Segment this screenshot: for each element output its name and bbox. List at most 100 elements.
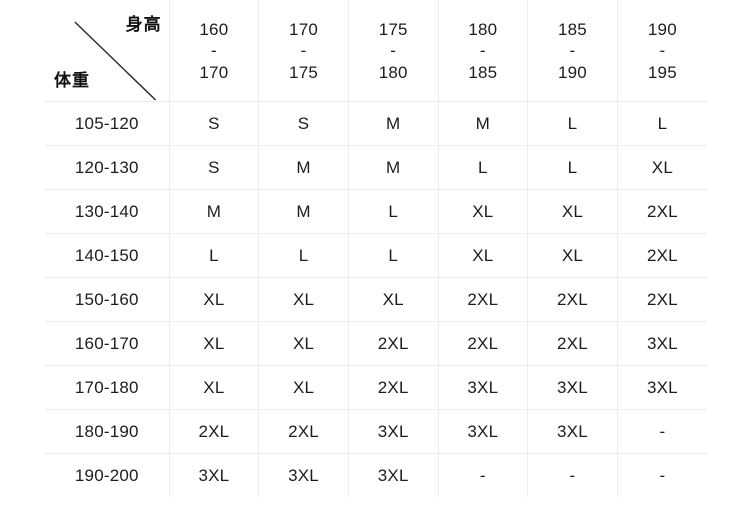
size-cell: XL — [169, 365, 260, 410]
size-cell: XL — [258, 277, 349, 322]
size-cell: XL — [258, 365, 349, 410]
weight-range-label: 160-170 — [45, 321, 170, 366]
table-row: 150-160 XL XL XL 2XL 2XL 2XL — [45, 277, 707, 322]
height-range-header-1: 160 - 170 — [169, 0, 260, 102]
size-cell: L — [258, 233, 349, 278]
table-row: 140-150 L L L XL XL 2XL — [45, 233, 707, 278]
height-range-dash: - — [569, 40, 576, 60]
size-cell: L — [348, 233, 439, 278]
height-range-from: 170 — [289, 19, 319, 39]
size-cell: 3XL — [169, 453, 260, 497]
size-cell: M — [258, 145, 349, 190]
size-chart-header: 身高 体重 160 - 170 170 - 175 — [45, 0, 707, 102]
weight-range-label: 180-190 — [45, 409, 170, 454]
size-cell: 2XL — [348, 321, 439, 366]
size-cell: L — [438, 145, 529, 190]
size-cell: M — [258, 189, 349, 234]
size-cell: M — [348, 145, 439, 190]
weight-range-label: 105-120 — [45, 101, 170, 146]
size-cell: XL — [438, 189, 529, 234]
size-cell: 3XL — [348, 453, 439, 497]
size-cell: 2XL — [348, 365, 439, 410]
table-row: 190-200 3XL 3XL 3XL - - - — [45, 453, 707, 497]
height-axis-label: 身高 — [125, 15, 162, 34]
size-chart-table: 身高 体重 160 - 170 170 - 175 — [45, 0, 707, 497]
height-range-header-2: 170 - 175 — [258, 0, 349, 102]
weight-axis-label: 体重 — [54, 71, 90, 90]
height-range-header-6: 190 - 195 — [617, 0, 707, 102]
header-row: 身高 体重 160 - 170 170 - 175 — [45, 0, 707, 102]
size-cell: 2XL — [438, 321, 529, 366]
height-range-stack: 170 - 175 — [259, 0, 348, 101]
size-cell: 3XL — [527, 365, 618, 410]
weight-range-label: 150-160 — [45, 277, 170, 322]
height-range-header-4: 180 - 185 — [438, 0, 529, 102]
size-cell: 2XL — [527, 321, 618, 366]
size-cell: L — [348, 189, 439, 234]
size-cell: 3XL — [617, 321, 707, 366]
size-cell: - — [617, 409, 707, 454]
height-range-stack: 190 - 195 — [618, 0, 707, 101]
height-range-dash: - — [210, 40, 217, 60]
size-cell: - — [527, 453, 618, 497]
size-cell: 3XL — [348, 409, 439, 454]
size-cell: XL — [617, 145, 707, 190]
height-range-stack: 175 - 180 — [349, 0, 438, 101]
size-cell: M — [169, 189, 260, 234]
table-row: 130-140 M M L XL XL 2XL — [45, 189, 707, 234]
size-cell: XL — [258, 321, 349, 366]
size-cell: 2XL — [617, 277, 707, 322]
size-chart-body: 105-120 S S M M L L 120-130 S M M L L XL… — [45, 101, 707, 497]
height-range-to: 180 — [378, 62, 408, 82]
height-range-stack: 160 - 170 — [170, 0, 259, 101]
height-range-from: 190 — [647, 19, 677, 39]
size-cell: 2XL — [617, 233, 707, 278]
height-range-to: 190 — [557, 62, 587, 82]
height-range-dash: - — [659, 40, 666, 60]
size-cell: M — [438, 101, 529, 146]
height-range-dash: - — [300, 40, 307, 60]
size-cell: M — [348, 101, 439, 146]
size-cell: 2XL — [438, 277, 529, 322]
table-row: 170-180 XL XL 2XL 3XL 3XL 3XL — [45, 365, 707, 410]
size-cell: XL — [527, 233, 618, 278]
weight-range-label: 130-140 — [45, 189, 170, 234]
size-cell: L — [527, 101, 618, 146]
table-row: 120-130 S M M L L XL — [45, 145, 707, 190]
height-range-stack: 180 - 185 — [439, 0, 528, 101]
corner-inner: 身高 体重 — [45, 0, 169, 101]
size-cell: L — [169, 233, 260, 278]
size-cell: - — [659, 465, 666, 485]
size-cell: 2XL — [527, 277, 618, 322]
weight-range-label: 190-200 — [45, 453, 170, 497]
size-cell: 2XL — [169, 409, 260, 454]
height-range-header-3: 175 - 180 — [348, 0, 439, 102]
size-cell: XL — [438, 233, 529, 278]
size-cell: 2XL — [617, 189, 707, 234]
height-range-to: 170 — [199, 62, 229, 82]
size-cell: XL — [348, 277, 439, 322]
size-cell: L — [617, 101, 707, 146]
size-cell: XL — [527, 189, 618, 234]
weight-range-label: 170-180 — [45, 365, 170, 410]
size-cell: 3XL — [527, 409, 618, 454]
size-cell: 3XL — [438, 365, 529, 410]
height-range-dash: - — [479, 40, 486, 60]
height-range-to: 185 — [468, 62, 498, 82]
size-cell: XL — [169, 321, 260, 366]
table-row: 105-120 S S M M L L — [45, 101, 707, 146]
height-range-from: 180 — [468, 19, 498, 39]
table-row: 160-170 XL XL 2XL 2XL 2XL 3XL — [45, 321, 707, 366]
corner-header-cell: 身高 体重 — [45, 0, 170, 102]
height-range-to: 195 — [647, 62, 677, 82]
size-cell: 3XL — [258, 453, 349, 497]
size-cell: 2XL — [258, 409, 349, 454]
size-cell: S — [258, 101, 349, 146]
size-cell: 3XL — [438, 409, 529, 454]
height-range-to: 175 — [289, 62, 319, 82]
height-range-from: 175 — [378, 19, 408, 39]
size-cell: S — [169, 145, 260, 190]
height-range-from: 160 — [199, 19, 229, 39]
size-cell: 3XL — [617, 365, 707, 410]
size-cell: S — [169, 101, 260, 146]
